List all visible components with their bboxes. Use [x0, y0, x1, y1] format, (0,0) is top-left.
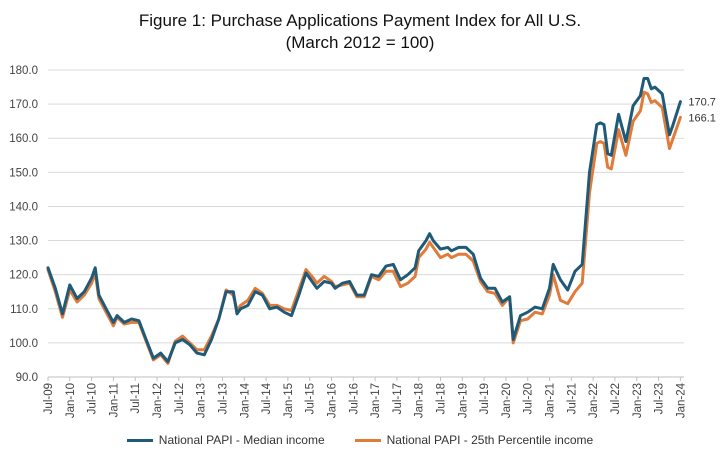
y-tick-label: 100.0: [9, 338, 38, 350]
x-tick-label: Jul-13: [217, 383, 229, 414]
legend-label-median: National PAPI - Median income: [158, 433, 325, 447]
x-tick-label: Jan-12: [152, 383, 164, 418]
x-tick-label: Jul-10: [87, 383, 99, 414]
x-tick-label: Jan-19: [457, 383, 469, 418]
x-tick-label: Jul-16: [348, 383, 360, 414]
end-label-median: 170.7: [688, 97, 716, 109]
y-tick-label: 170.0: [9, 99, 38, 111]
legend-item-median: National PAPI - Median income: [126, 433, 325, 447]
chart-title-line: Figure 1: Purchase Applications Payment …: [138, 11, 582, 30]
x-tick-label: Jan-24: [675, 382, 687, 418]
y-tick-label: 120.0: [9, 270, 38, 282]
y-tick-label: 160.0: [9, 133, 38, 145]
x-tick-label: Jul-23: [654, 383, 666, 414]
x-tick-label: Jan-18: [414, 383, 426, 418]
x-tick-label: Jul-11: [130, 383, 142, 413]
x-tick-label: Jul-12: [174, 383, 186, 414]
x-tick-label: Jan-17: [370, 383, 382, 418]
y-tick-label: 130.0: [9, 236, 38, 248]
y-tick-label: 110.0: [10, 304, 38, 316]
x-tick-label: Jan-10: [65, 383, 77, 418]
chart-title: Figure 1: Purchase Applications Payment …: [0, 10, 720, 54]
x-tick-label: Jul-21: [566, 383, 578, 414]
x-tick-label: Jan-20: [501, 383, 513, 418]
legend-swatch-median: [126, 438, 153, 442]
y-tick-label: 90.0: [16, 372, 38, 384]
x-tick-label: Jul-14: [261, 382, 273, 414]
x-tick-label: Jul-15: [305, 383, 317, 414]
x-tick-label: Jul-22: [610, 383, 622, 414]
x-tick-label: Jul-17: [392, 383, 404, 414]
legend-label-25th-percentile: National PAPI - 25th Percentile income: [386, 433, 594, 447]
x-tick-label: Jan-13: [196, 383, 208, 418]
x-tick-label: Jul-18: [436, 383, 448, 414]
series-line-median: [46, 77, 682, 364]
x-tick-label: Jan-15: [283, 383, 295, 418]
legend: National PAPI - Median income National P…: [0, 433, 720, 447]
chart-subtitle: (March 2012 = 100): [285, 33, 435, 52]
y-tick-label: 150.0: [9, 167, 38, 179]
legend-swatch-25th-percentile: [354, 438, 381, 442]
x-tick-label: Jul-09: [43, 383, 55, 414]
x-tick-label: Jan-21: [545, 383, 557, 418]
x-tick-label: Jan-14: [239, 382, 251, 418]
x-tick-label: Jul-19: [479, 383, 491, 414]
y-tick-label: 140.0: [9, 201, 38, 213]
legend-item-25th-percentile: National PAPI - 25th Percentile income: [354, 433, 594, 447]
x-tick-label: Jan-23: [632, 383, 644, 418]
y-tick-label: 180.0: [9, 65, 38, 77]
x-tick-label: Jan-16: [326, 383, 338, 418]
x-tick-label: Jul-20: [523, 383, 535, 414]
end-label-25th-percentile: 166.1: [688, 112, 716, 124]
x-tick-label: Jan-22: [588, 383, 600, 418]
x-tick-label: Jan-11: [108, 383, 120, 417]
